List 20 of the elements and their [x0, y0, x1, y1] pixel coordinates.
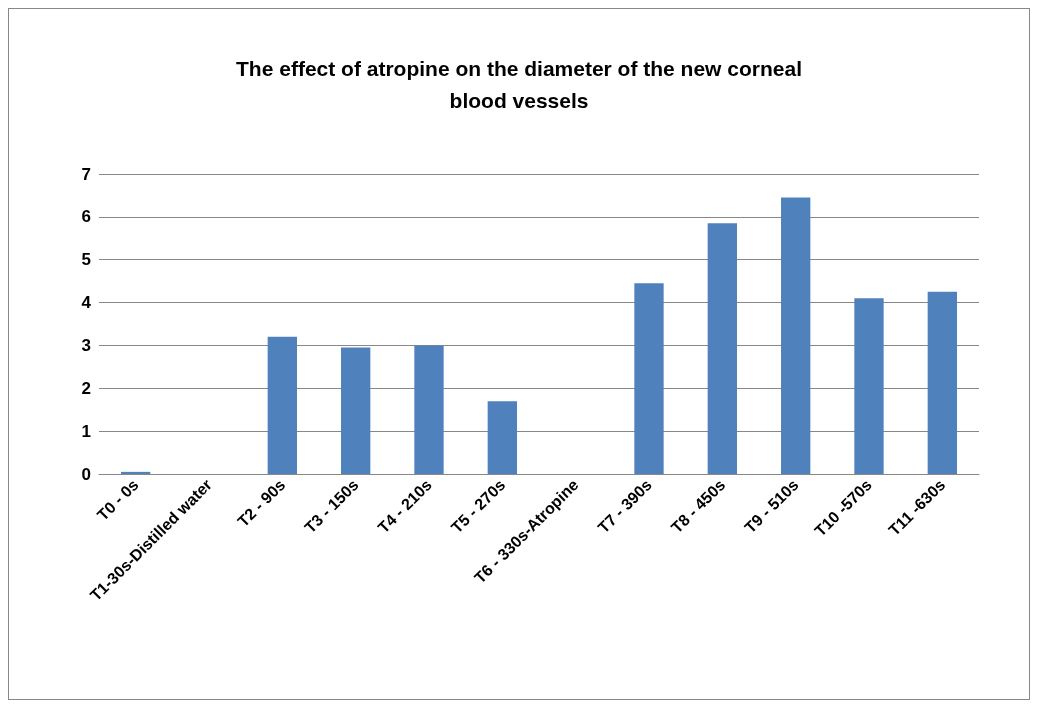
bar — [414, 345, 444, 474]
bar — [487, 401, 517, 474]
y-tick-label: 0 — [81, 464, 91, 484]
y-tick-label: 7 — [81, 164, 91, 184]
x-tick-label: T2 - 90s — [234, 475, 289, 531]
bar — [781, 197, 811, 474]
y-tick-label: 4 — [81, 293, 92, 313]
y-tick-label: 6 — [81, 207, 91, 227]
bar — [854, 298, 884, 474]
bar — [634, 283, 664, 474]
y-tick-label: 5 — [81, 250, 91, 270]
bar — [927, 291, 957, 474]
bar — [341, 347, 371, 474]
bar — [707, 223, 737, 474]
bar — [121, 471, 151, 474]
bar — [267, 336, 297, 474]
y-tick-label: 1 — [81, 421, 91, 441]
chart-title: The effect of atropine on the diameter of the new corneal blood vessels — [236, 56, 802, 112]
y-tick-label: 3 — [81, 335, 91, 355]
y-tick-label: 2 — [81, 378, 91, 398]
